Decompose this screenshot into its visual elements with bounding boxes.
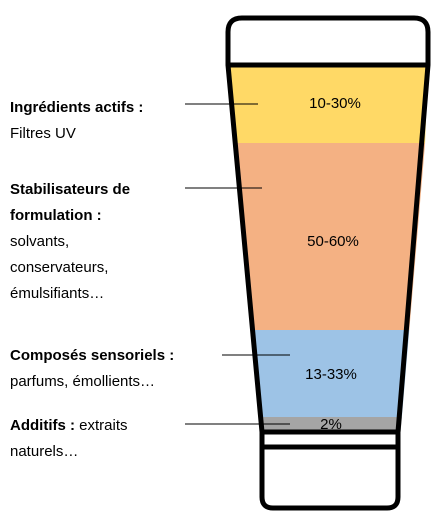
layer-title: Ingrédients actifs :	[10, 99, 143, 116]
tube-base	[259, 432, 401, 511]
layer-title: Additifs :	[10, 417, 75, 434]
layer-description: émulsifiants…	[10, 285, 104, 302]
layer-active	[228, 65, 428, 143]
layer-sensory	[252, 330, 410, 417]
layer-title: formulation :	[10, 207, 102, 224]
tube-cap	[225, 15, 431, 65]
layer-label: Additifs : extraits	[10, 417, 128, 434]
layer-description: conservateurs,	[10, 259, 108, 276]
layer-description: solvants,	[10, 233, 69, 250]
share-label: 50-60%	[307, 233, 359, 250]
layer-stabilizers	[235, 143, 426, 330]
layer-description: extraits	[79, 417, 127, 434]
layer-description: naturels…	[10, 443, 78, 460]
share-label: 2%	[320, 416, 342, 433]
layer-title: Composés sensoriels :	[10, 347, 174, 364]
share-label: 13-33%	[305, 366, 357, 383]
layer-additives	[260, 417, 402, 432]
share-label: 10-30%	[309, 95, 361, 112]
layer-title: Stabilisateurs de	[10, 181, 130, 198]
layer-description: parfums, émollients…	[10, 373, 155, 390]
layer-description: Filtres UV	[10, 125, 76, 142]
